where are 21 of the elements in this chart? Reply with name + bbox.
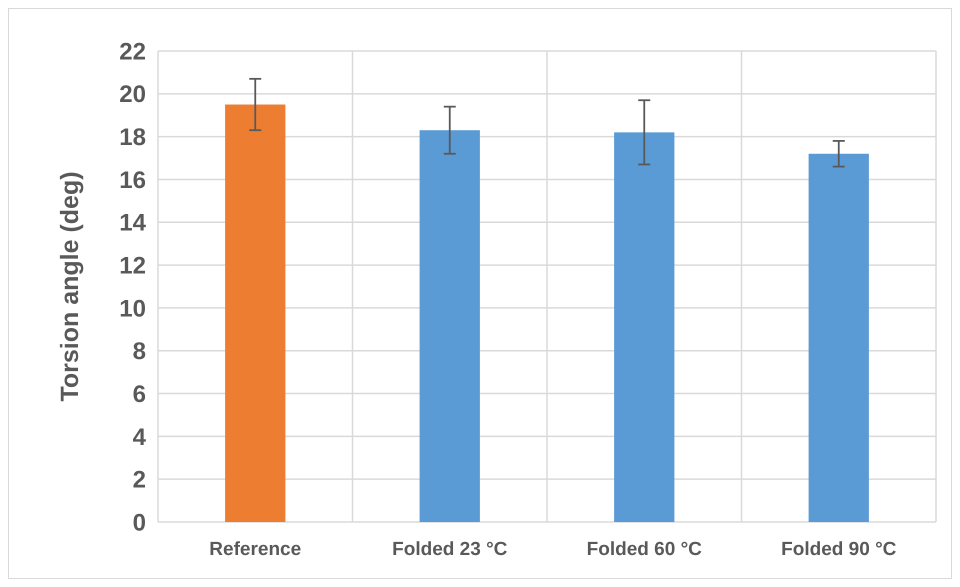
y-tick-label: 16	[119, 166, 146, 194]
y-tick-label: 14	[119, 210, 147, 237]
y-tick-label: 2	[132, 466, 146, 494]
y-tick-label: 18	[119, 124, 146, 152]
x-tick-label: Folded 60 °C	[586, 539, 702, 560]
y-tick-label: 4	[132, 424, 147, 451]
bar	[225, 104, 286, 522]
y-tick-label: 22	[119, 38, 146, 66]
y-tick-label: 10	[119, 295, 146, 322]
y-axis-title: Torsion angle (deg)	[56, 171, 84, 402]
y-tick-label: 20	[119, 81, 146, 108]
x-tick-label: Reference	[209, 539, 302, 560]
x-tick-label: Folded 90 °C	[781, 539, 897, 560]
bar	[808, 154, 869, 522]
bar	[614, 132, 674, 522]
y-tick-label: 8	[132, 338, 146, 366]
x-tick-label: Folded 23 °C	[392, 539, 508, 560]
y-tick-label: 6	[132, 380, 146, 408]
y-tick-label: 0	[132, 509, 146, 536]
bar	[420, 130, 480, 522]
y-tick-label: 12	[119, 252, 146, 280]
